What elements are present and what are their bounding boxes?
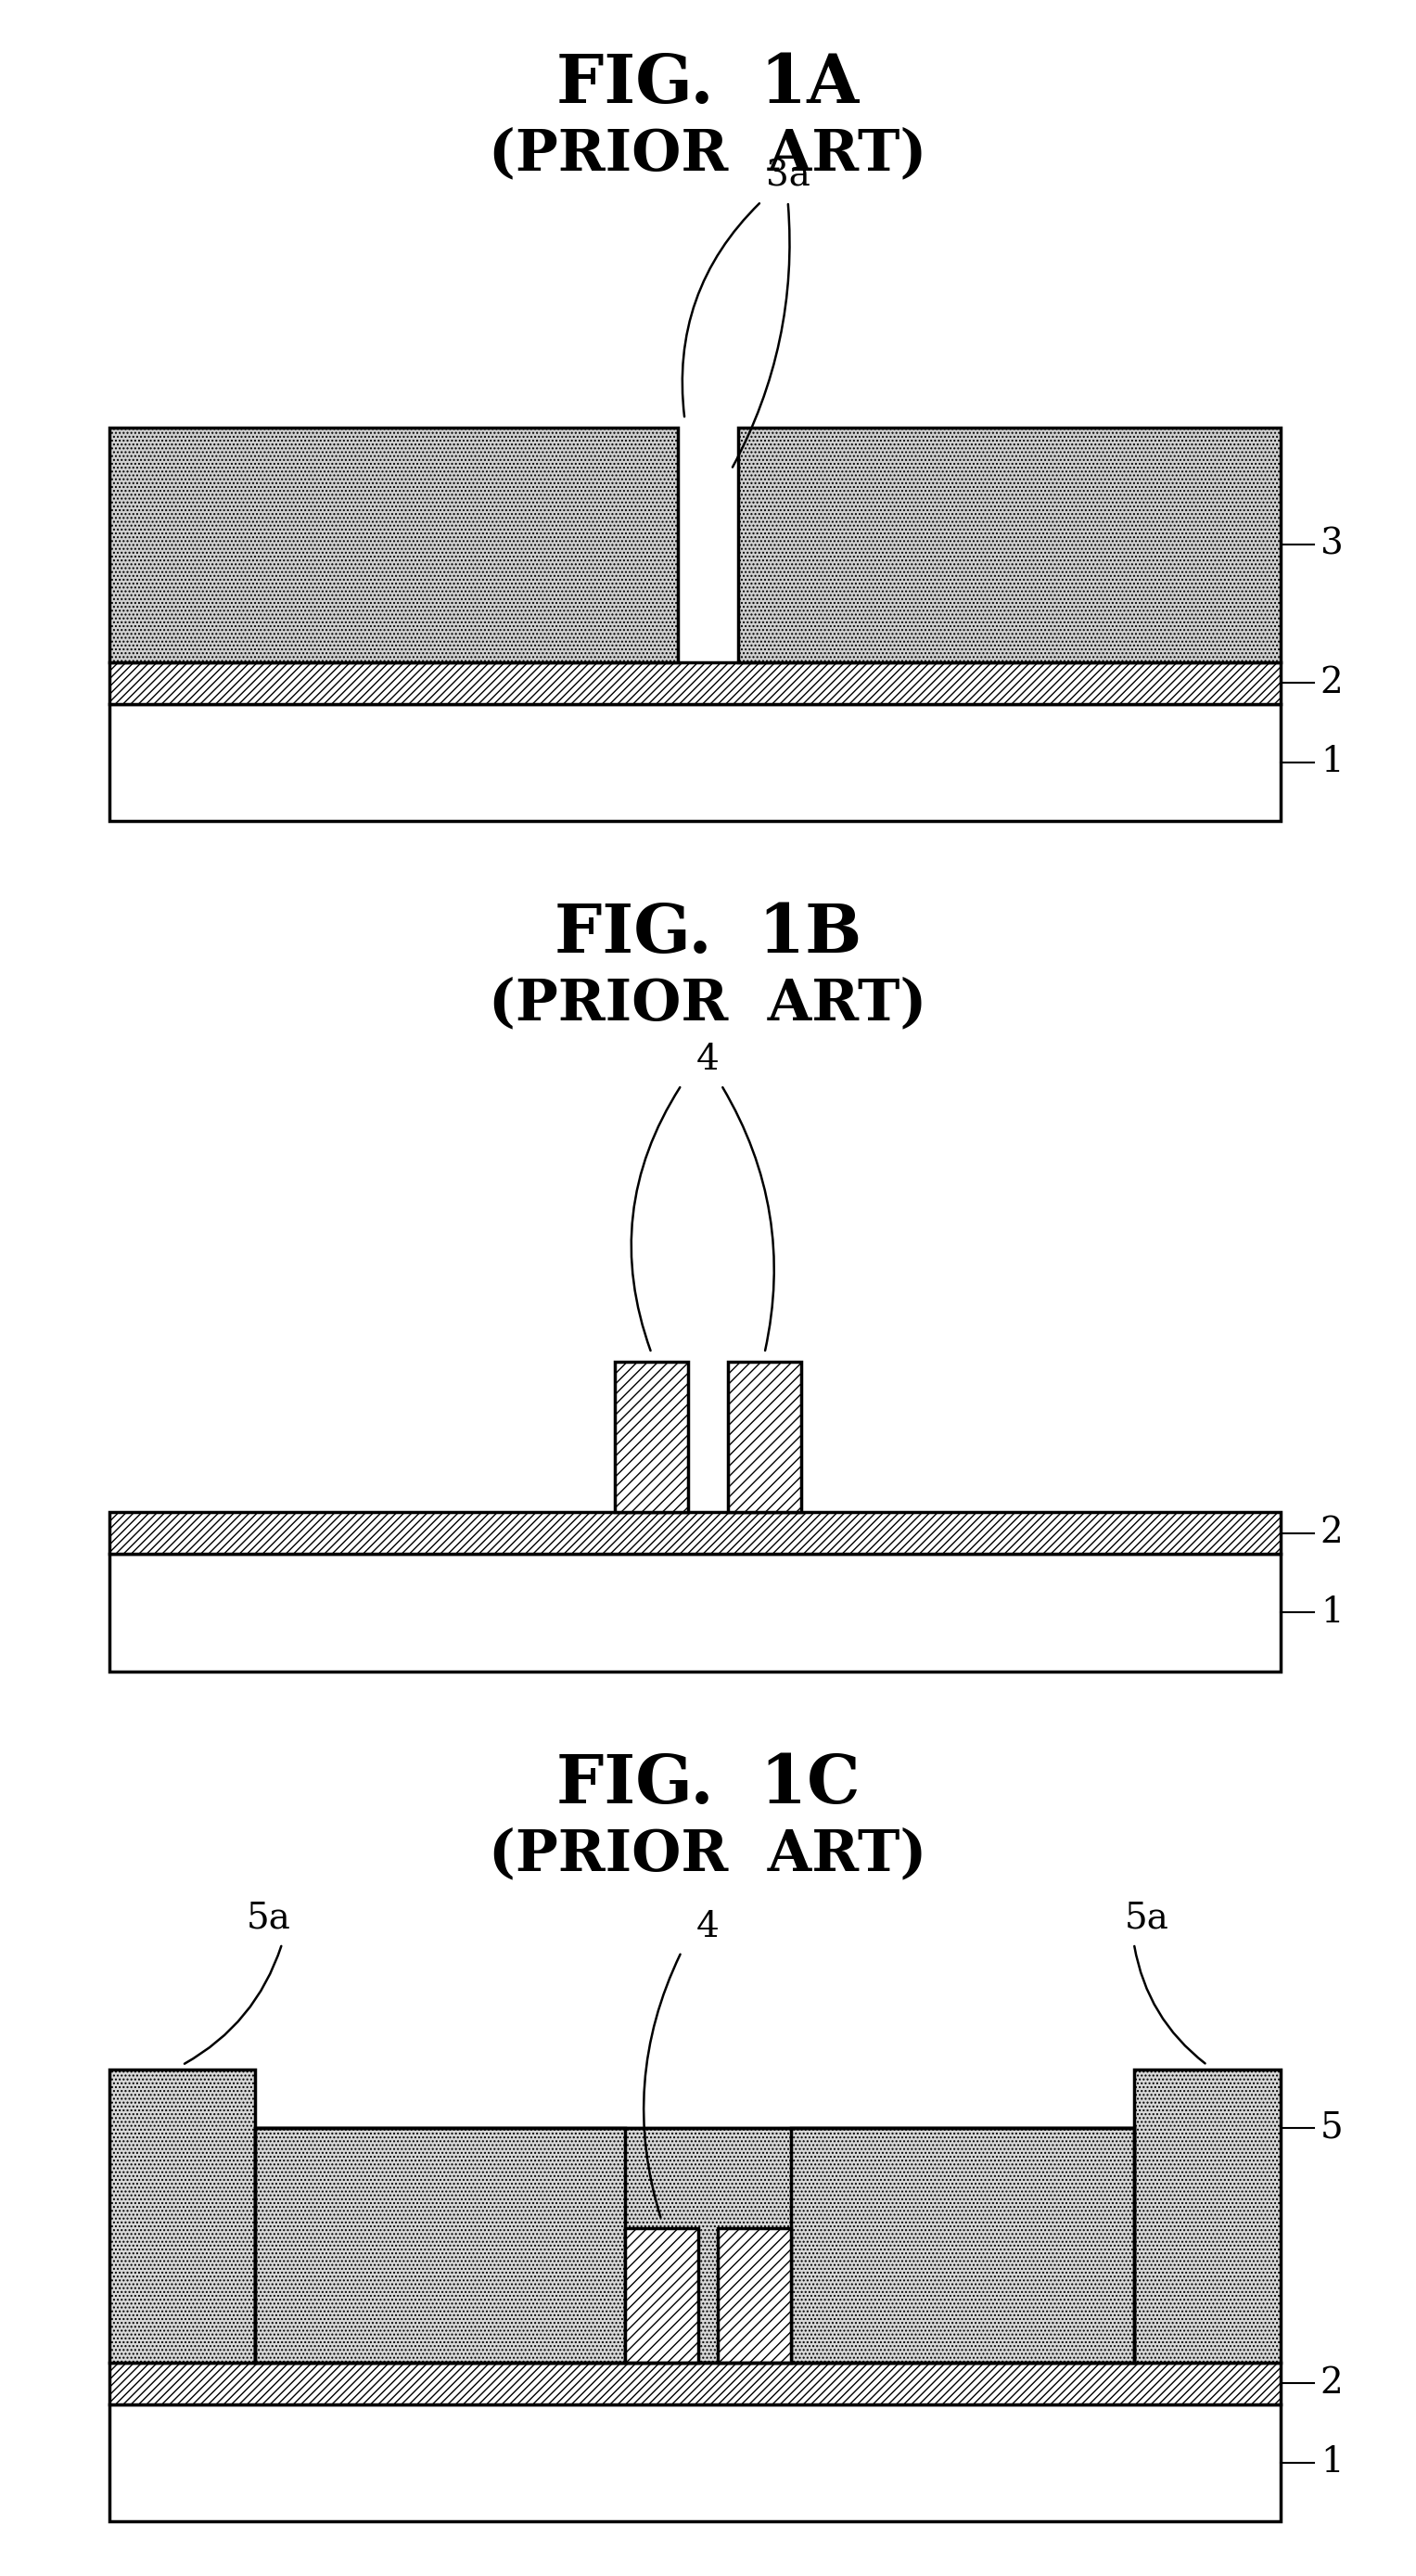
Text: 1: 1 (1320, 2445, 1344, 2481)
Bar (718, 2228, 792, 2362)
Bar (109, 662, 1280, 703)
Text: FIG.  1A: FIG. 1A (556, 52, 860, 116)
Text: (PRIOR  ART): (PRIOR ART) (489, 126, 927, 183)
Text: FIG.  1B: FIG. 1B (555, 902, 861, 966)
Bar (728, 1360, 801, 1512)
Text: 4: 4 (697, 1043, 719, 1077)
Bar (109, 428, 678, 662)
Bar (255, 2128, 624, 2362)
Bar (255, 2128, 1134, 2362)
Bar (109, 2069, 255, 2362)
Bar (615, 1360, 688, 1512)
Bar (1134, 2069, 1280, 2362)
Text: 5: 5 (1320, 2110, 1344, 2146)
Text: 4: 4 (697, 1909, 719, 1945)
Text: 2: 2 (1320, 2365, 1344, 2401)
Text: 5a: 5a (246, 1901, 290, 1935)
Text: (PRIOR  ART): (PRIOR ART) (489, 976, 927, 1033)
Text: (PRIOR  ART): (PRIOR ART) (489, 1826, 927, 1883)
Bar (738, 428, 1280, 662)
Bar (109, 703, 1280, 822)
Text: 1: 1 (1320, 1595, 1344, 1631)
Bar (109, 1512, 1280, 1553)
Bar (624, 2228, 698, 2362)
Text: 3a: 3a (766, 160, 810, 193)
Bar (109, 2403, 1280, 2522)
Text: FIG.  1C: FIG. 1C (556, 1752, 860, 1816)
Text: 5a: 5a (1126, 1901, 1170, 1935)
Bar (255, 2128, 1134, 2362)
Text: 1: 1 (1320, 744, 1344, 781)
Bar (792, 2128, 1134, 2362)
Text: 2: 2 (1320, 1515, 1344, 1551)
Bar (109, 2362, 1280, 2403)
Text: 2: 2 (1320, 665, 1344, 701)
Bar (109, 1553, 1280, 1672)
Text: 3: 3 (1320, 528, 1344, 562)
